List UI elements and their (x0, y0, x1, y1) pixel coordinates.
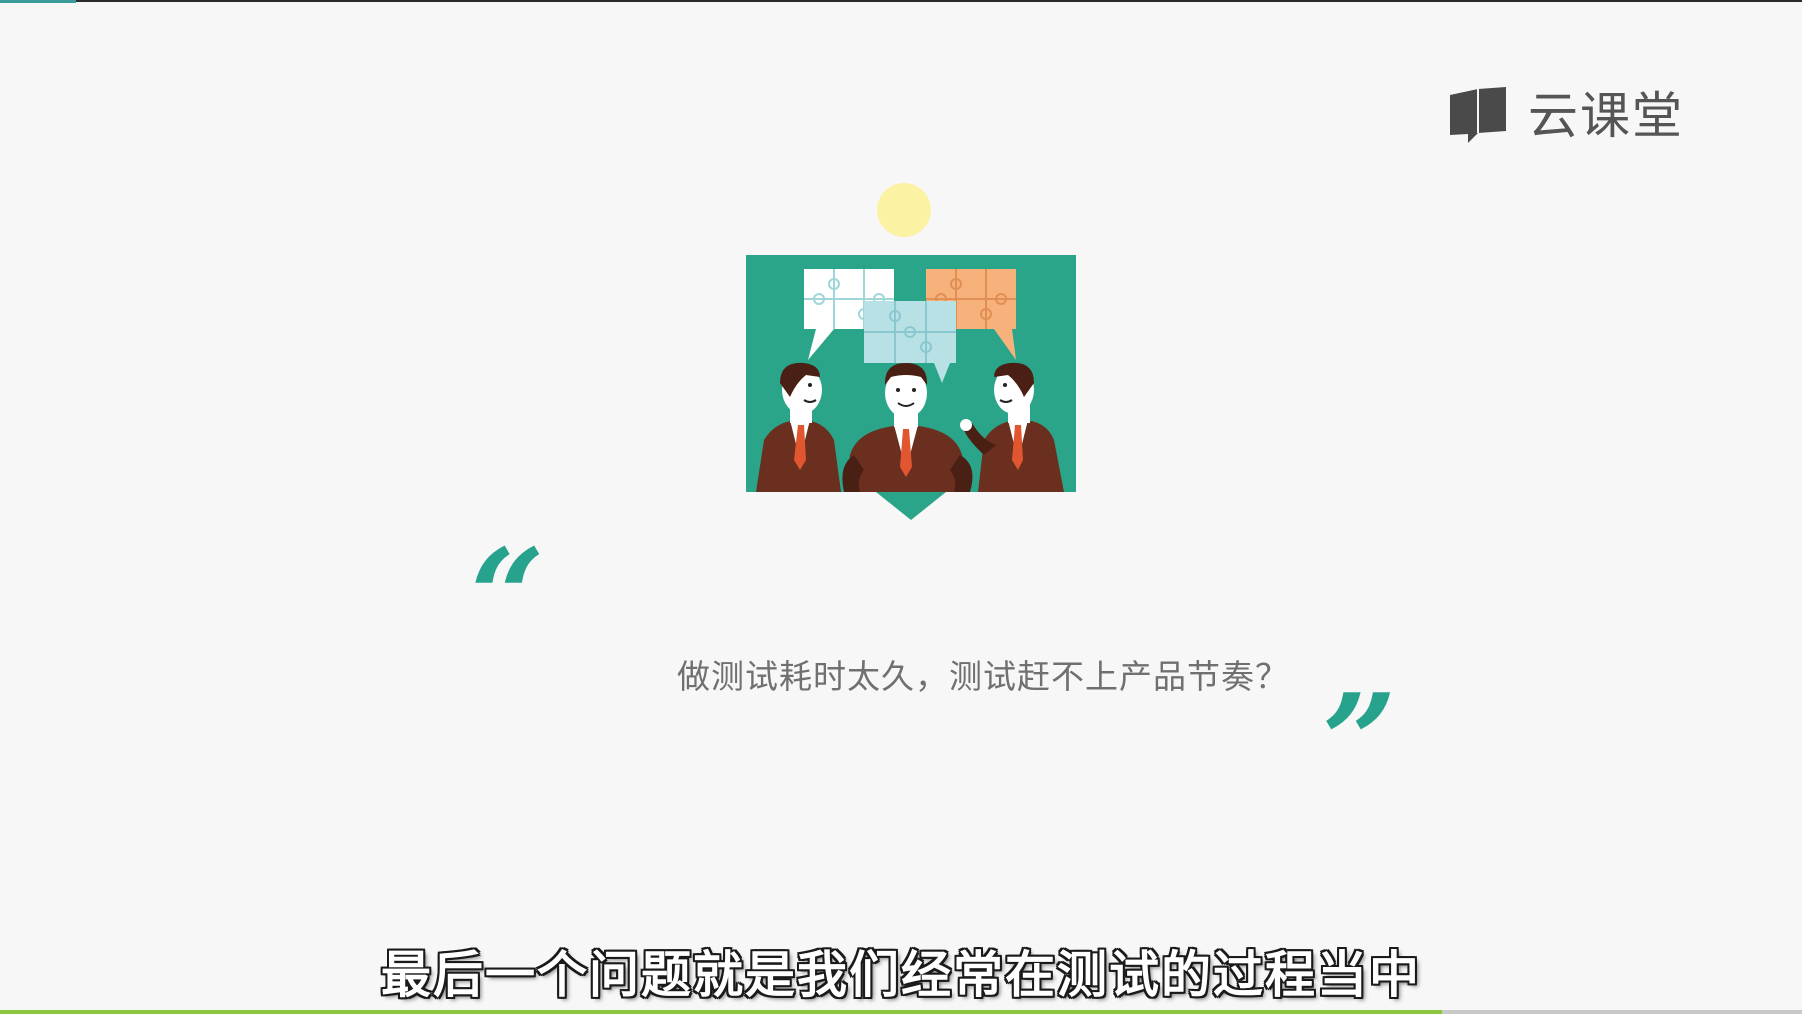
video-progress-fill (0, 1010, 1442, 1014)
sun-circle (877, 183, 931, 237)
team-illustration (746, 255, 1076, 520)
close-quote-mark: ” (1322, 665, 1397, 818)
slide-question: 做测试耗时太久，测试赶不上产品节奏？ (677, 657, 1289, 696)
video-progress-bar[interactable] (0, 1010, 1802, 1014)
video-subtitle: 最后一个问题就是我们经常在测试的过程当中 (381, 946, 1421, 1004)
logo: 云课堂 (1448, 84, 1684, 148)
logo-text: 云课堂 (1528, 87, 1684, 145)
team-discussion-image (746, 255, 1076, 520)
top-accent-bar (0, 0, 76, 3)
top-border (0, 0, 1802, 2)
open-quote-mark: “ (470, 520, 545, 673)
book-icon (1450, 87, 1506, 143)
